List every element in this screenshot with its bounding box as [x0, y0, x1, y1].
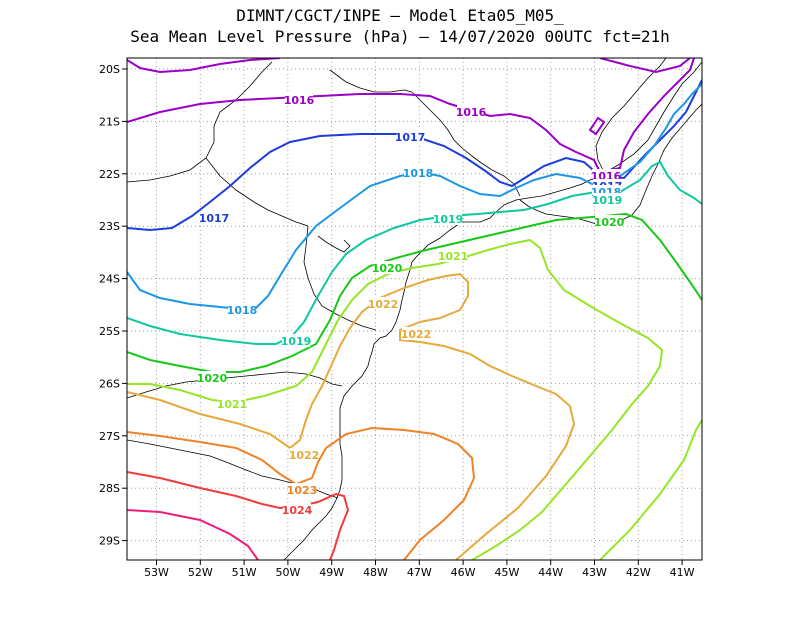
- lon-tick-label: 48W: [363, 566, 388, 579]
- isobar-label-background: [198, 371, 226, 384]
- isobar-label-background: [439, 249, 467, 262]
- isobar-label: 1018: [403, 167, 434, 180]
- isobar-1020: [127, 212, 702, 373]
- isobar-label-background: [290, 448, 318, 461]
- lat-tick-label: 20S: [99, 63, 120, 76]
- isobar-label-background: [228, 303, 256, 316]
- lon-tick-label: 44W: [538, 566, 563, 579]
- state-border-1: [411, 91, 521, 197]
- isobar-label-background: [434, 212, 462, 225]
- isobar-labels: 1016101610161017101710171018101810181019…: [197, 93, 625, 517]
- map-title: DIMNT/CGCT/INPE – Model Eta05_M05_: [236, 6, 564, 25]
- lon-tick-label: 49W: [319, 566, 344, 579]
- state-border-5: [303, 225, 377, 331]
- isobar-label-background: [218, 397, 246, 410]
- lat-tick-label: 23S: [99, 220, 120, 233]
- isobar-label: 1019: [592, 194, 623, 207]
- isobar-label: 1022: [289, 449, 320, 462]
- lon-tick-label: 46W: [451, 566, 476, 579]
- coastline-east: [519, 103, 702, 227]
- isobar-label-background: [373, 261, 401, 274]
- lat-tick-label: 21S: [99, 115, 120, 128]
- isobar-1022: [127, 272, 576, 560]
- lon-tick-label: 51W: [232, 566, 257, 579]
- inland-2: [317, 235, 351, 253]
- lon-tick-label: 52W: [188, 566, 213, 579]
- isobar-label-background: [285, 93, 313, 106]
- lon-tick-label: 43W: [582, 566, 607, 579]
- isobar-label: 1018: [227, 304, 258, 317]
- isobar-label: 1021: [217, 398, 248, 411]
- isobar-label-background: [396, 130, 424, 143]
- isobar-label-background: [283, 503, 311, 516]
- isobar-label-background: [402, 327, 430, 340]
- lat-tick-label: 26S: [99, 377, 120, 390]
- isobar-label: 1020: [197, 372, 228, 385]
- isobar-label: 1019: [433, 213, 464, 226]
- state-border-3: [127, 61, 273, 183]
- isobar-label: 1021: [438, 250, 469, 263]
- lon-tick-label: 45W: [494, 566, 519, 579]
- map-subtitle: Sea Mean Level Pressure (hPa) – 14/07/20…: [130, 27, 670, 46]
- isobar-label-background: [200, 211, 228, 224]
- lat-tick-label: 29S: [99, 535, 120, 548]
- isobar-label: 1019: [281, 335, 312, 348]
- isobar-label: 1020: [372, 262, 403, 275]
- isobar-label: 1023: [287, 484, 318, 497]
- isobar-label: 1024: [282, 504, 313, 517]
- isobar-label: 1017: [395, 131, 426, 144]
- isobar-1016: [588, 116, 606, 136]
- isobar-1023: [127, 426, 476, 560]
- isobar-label-background: [593, 193, 621, 206]
- isobar-1021: [127, 238, 664, 560]
- longitude-labels: 53W 52W 51W 50W 49W 48W 47W 46W 45W 44W 43W 42W 41W: [144, 566, 695, 579]
- lon-tick-label: 42W: [626, 566, 651, 579]
- lat-tick-label: 25S: [99, 325, 120, 338]
- isobar-label: 1022: [401, 328, 432, 341]
- isobar-label-background: [595, 215, 623, 228]
- isobar-label: 1020: [594, 216, 625, 229]
- isobar-label-background: [369, 297, 397, 310]
- isobar-lines: [127, 58, 702, 560]
- lat-tick-label: 22S: [99, 168, 120, 181]
- isobar-label-background: [404, 166, 432, 179]
- isobar-1016: [127, 58, 281, 74]
- state-border-4: [205, 157, 309, 227]
- lat-tick-label: 28S: [99, 482, 120, 495]
- isobar-1016: [599, 58, 691, 74]
- isobar-label-background: [282, 334, 310, 347]
- map-frame: [126, 57, 703, 561]
- isobar-1025: [127, 509, 259, 560]
- latitude-labels: 20S 21S 22S 23S 24S 25S 26S 27S 28S 29S: [99, 63, 120, 548]
- isobar-label-background: [457, 105, 485, 118]
- lon-tick-label: 50W: [275, 566, 300, 579]
- state-border-6: [127, 371, 343, 399]
- lon-tick-label: 53W: [144, 566, 169, 579]
- lat-tick-label: 27S: [99, 430, 120, 443]
- axis-ticks: [122, 68, 683, 565]
- isobar-label: 1017: [199, 212, 230, 225]
- isobar-label-background: [592, 169, 620, 182]
- isobar-label: 1016: [284, 94, 315, 107]
- isobar-label: 1016: [456, 106, 487, 119]
- isobar-label: 1022: [368, 298, 399, 311]
- isobar-1021: [599, 419, 702, 560]
- lon-tick-label: 41W: [670, 566, 695, 579]
- lon-tick-label: 47W: [407, 566, 432, 579]
- isobar-label-background: [288, 483, 316, 496]
- lat-tick-label: 24S: [99, 273, 120, 286]
- inland-1: [329, 69, 413, 93]
